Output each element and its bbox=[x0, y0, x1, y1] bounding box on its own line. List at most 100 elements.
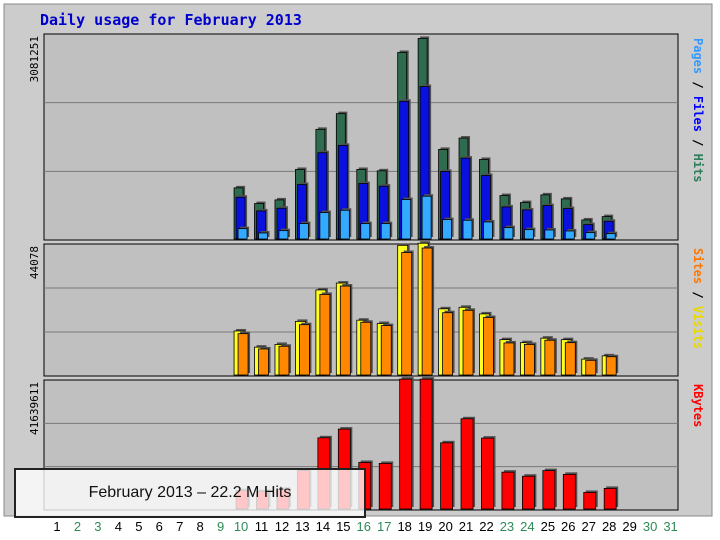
pages-bar bbox=[319, 212, 330, 240]
kbytes-bar bbox=[603, 487, 617, 510]
sites-bar bbox=[380, 325, 392, 376]
side-label-part: Visits bbox=[691, 306, 705, 349]
sites-bar bbox=[564, 342, 576, 376]
side-label-part: Sites bbox=[691, 248, 705, 284]
sites-bar bbox=[421, 247, 433, 376]
day-label: 6 bbox=[156, 519, 163, 534]
day-label: 31 bbox=[663, 519, 677, 534]
day-label: 7 bbox=[176, 519, 183, 534]
pages-bar bbox=[564, 230, 575, 240]
pages-bar bbox=[360, 223, 371, 240]
chart-panels: 3081251 Pages / Files / Hits 44078 Sites / … bbox=[28, 33, 705, 511]
kbytes-bar bbox=[501, 471, 515, 510]
panel-max-label: 44078 bbox=[28, 246, 41, 279]
day-label: 29 bbox=[622, 519, 636, 534]
day-label: 16 bbox=[357, 519, 371, 534]
panel-max-label: 3081251 bbox=[28, 36, 41, 82]
kbytes-bar bbox=[481, 437, 494, 510]
pages-bar bbox=[401, 199, 412, 240]
pages-bar bbox=[503, 227, 514, 240]
sites-bar bbox=[319, 294, 331, 376]
pages-bar bbox=[523, 229, 534, 240]
panel-side-label: Pages / Files / Hits bbox=[691, 38, 705, 183]
sites-bar bbox=[544, 339, 556, 376]
day-label: 19 bbox=[418, 519, 432, 534]
day-label: 27 bbox=[582, 519, 596, 534]
day-label: 26 bbox=[561, 519, 575, 534]
sites-bar bbox=[605, 356, 617, 376]
sites-bar bbox=[237, 333, 249, 376]
pages-bar bbox=[421, 195, 432, 240]
sites-bar bbox=[503, 342, 515, 376]
day-label: 18 bbox=[397, 519, 411, 534]
day-label: 2 bbox=[74, 519, 81, 534]
sites-bar bbox=[442, 312, 453, 376]
pages-bar bbox=[339, 209, 350, 240]
kbytes-bar bbox=[521, 475, 535, 510]
sites-bar bbox=[483, 317, 494, 376]
day-label: 30 bbox=[643, 519, 657, 534]
day-label: 1 bbox=[53, 519, 60, 534]
day-label: 23 bbox=[500, 519, 514, 534]
pages-bar bbox=[278, 230, 289, 240]
day-label: 14 bbox=[316, 519, 330, 534]
side-label-part: / bbox=[691, 74, 705, 96]
day-axis: 1 2 3 4 5 6 7 8 9 10 11 12 13 14 15 16 17 18 19 20 21 22 23 24 2… bbox=[53, 519, 677, 534]
day-label: 24 bbox=[520, 519, 534, 534]
sites-bar bbox=[299, 324, 310, 376]
day-label: 11 bbox=[255, 519, 269, 534]
panel-max-label: 41639611 bbox=[28, 382, 41, 435]
panel-hits-files-pages: 3081251 Pages / Files / Hits bbox=[28, 33, 705, 241]
day-label: 13 bbox=[295, 519, 309, 534]
day-label: 4 bbox=[115, 519, 122, 534]
day-label: 22 bbox=[479, 519, 493, 534]
hits-caption: February 2013 – 22.2 M Hits bbox=[14, 468, 366, 518]
side-label-part: / bbox=[691, 284, 705, 306]
sites-bar bbox=[339, 285, 351, 376]
pages-bar bbox=[462, 219, 473, 240]
sites-bar bbox=[523, 344, 535, 376]
day-label: 17 bbox=[377, 519, 391, 534]
pages-bar bbox=[442, 219, 452, 240]
day-label: 12 bbox=[275, 519, 289, 534]
day-label: 3 bbox=[94, 519, 101, 534]
pages-bar bbox=[605, 233, 616, 240]
day-label: 10 bbox=[234, 519, 248, 534]
kbytes-bar bbox=[378, 463, 392, 510]
sites-bar bbox=[278, 345, 290, 376]
kbytes-bar bbox=[460, 418, 474, 510]
day-label: 5 bbox=[135, 519, 142, 534]
day-label: 20 bbox=[438, 519, 452, 534]
pages-bar bbox=[585, 232, 596, 240]
chart-title: Daily usage for February 2013 bbox=[40, 11, 302, 29]
side-label-part: Hits bbox=[691, 154, 705, 183]
side-label-part: / bbox=[691, 132, 705, 154]
panel-side-label: Sites / Visits bbox=[691, 248, 705, 349]
day-label: 8 bbox=[197, 519, 204, 534]
day-label: 15 bbox=[336, 519, 350, 534]
day-label: 28 bbox=[602, 519, 616, 534]
day-label: 21 bbox=[459, 519, 473, 534]
pages-bar bbox=[483, 221, 493, 240]
kbytes-bar bbox=[419, 378, 433, 510]
side-label-part: Files bbox=[691, 96, 705, 132]
sites-bar bbox=[360, 321, 372, 376]
pages-bar bbox=[299, 223, 309, 240]
kbytes-bar bbox=[562, 473, 576, 510]
pages-bar bbox=[544, 229, 555, 240]
kbytes-bar bbox=[399, 378, 413, 510]
sites-bar bbox=[462, 309, 474, 376]
side-label-part: KBytes bbox=[691, 384, 705, 427]
sites-bar bbox=[258, 348, 269, 376]
panel-side-label: KBytes bbox=[691, 384, 705, 427]
pages-bar bbox=[237, 228, 248, 240]
side-label-part: Pages bbox=[691, 38, 705, 74]
kbytes-bar bbox=[583, 492, 597, 510]
sites-bar bbox=[401, 252, 413, 376]
panel-visits-sites: 44078 Sites / Visits bbox=[28, 241, 705, 377]
kbytes-bar bbox=[440, 442, 453, 510]
kbytes-bar bbox=[542, 470, 556, 510]
sites-bar bbox=[585, 359, 597, 376]
day-label: 25 bbox=[541, 519, 555, 534]
